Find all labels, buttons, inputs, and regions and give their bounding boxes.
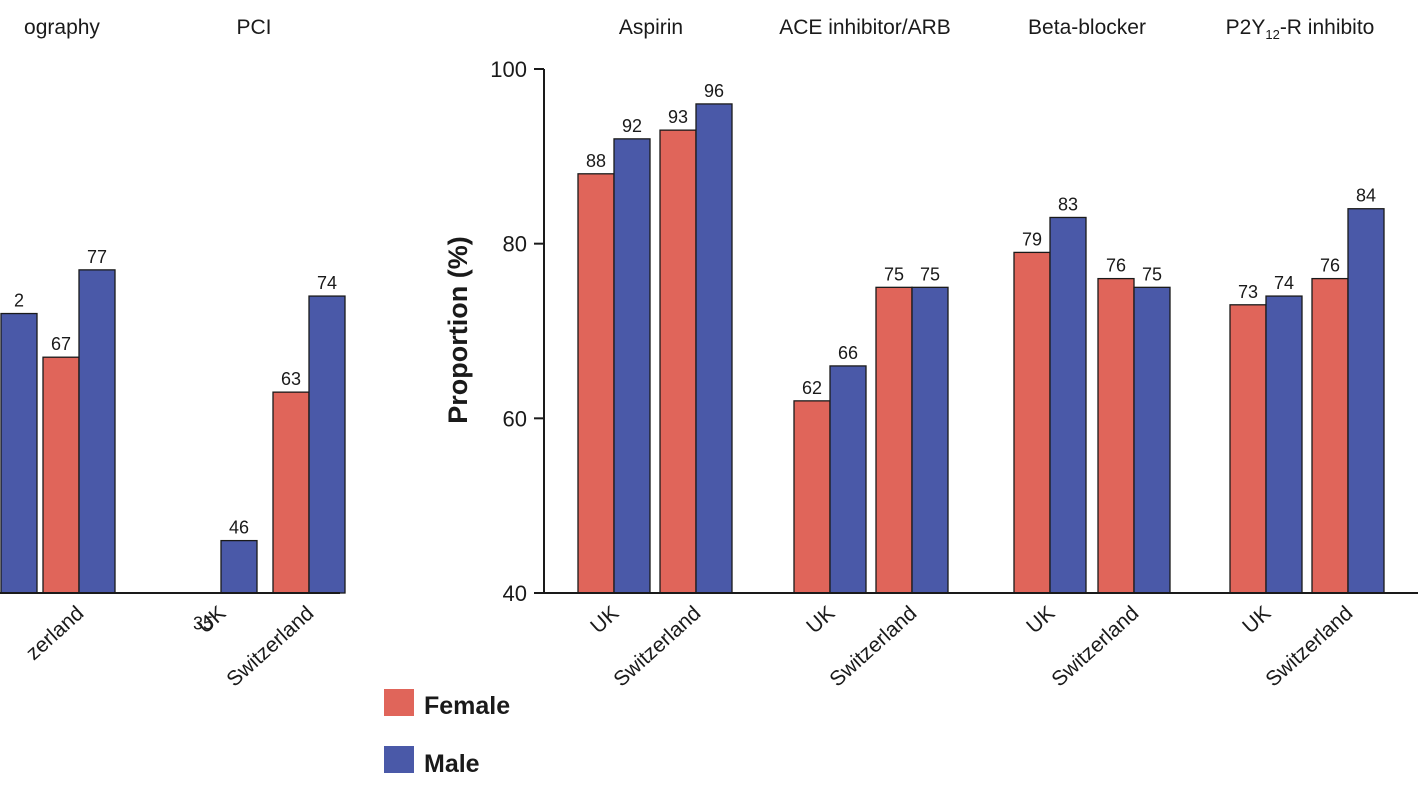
group-title-subscript: 12 bbox=[1265, 27, 1279, 42]
legend-swatch-female bbox=[384, 689, 414, 716]
group-title-main: P2Y bbox=[1226, 16, 1266, 39]
bar-male-g2-c0 bbox=[1049, 216, 1087, 594]
left-value-label-male-g0-c0: 2 bbox=[14, 291, 24, 311]
value-label-female-g1-c1: 75 bbox=[884, 264, 904, 284]
bar-female-g1-c1 bbox=[875, 286, 913, 594]
bar-female-g3-c0 bbox=[1229, 304, 1267, 594]
bar-male-g3-c1 bbox=[1347, 208, 1385, 594]
y-tick-label-100: 100 bbox=[490, 57, 527, 82]
value-label-female-g2-c0: 79 bbox=[1022, 229, 1042, 249]
x-tick-label-g1-c0: UK bbox=[802, 602, 839, 639]
value-label-female-g1-c0: 62 bbox=[802, 378, 822, 398]
bar-male-g1-c0 bbox=[829, 365, 867, 594]
value-label-male-g0-c0: 92 bbox=[622, 116, 642, 136]
left-value-label-female-g1-c1: 63 bbox=[281, 369, 301, 389]
y-axis-label: Proportion (%) bbox=[443, 236, 473, 423]
value-label-male-g3-c0: 74 bbox=[1274, 273, 1294, 293]
x-tick-label-g1-c1: Switzerland bbox=[825, 602, 921, 692]
legend-label-female: Female bbox=[424, 692, 510, 720]
bar-female-g1-c0 bbox=[793, 400, 831, 594]
bar-male-g0-c1 bbox=[695, 103, 733, 594]
x-tick-label-g2-c0: UK bbox=[1022, 602, 1059, 639]
axes-layer bbox=[0, 68, 1418, 594]
left-value-label-female-g0-c1: 67 bbox=[51, 334, 71, 354]
legend: Female Male bbox=[384, 689, 510, 778]
x-tick-label-g0-c1: Switzerland bbox=[609, 602, 705, 692]
group-title-0: Aspirin bbox=[619, 16, 683, 39]
value-label-male-g1-c1: 75 bbox=[920, 264, 940, 284]
left-bar-male-g0-c1 bbox=[78, 269, 116, 594]
left-bar-male-g1-c1 bbox=[308, 295, 346, 594]
bar-male-g1-c1 bbox=[911, 286, 949, 594]
y-tick-label-80: 80 bbox=[503, 232, 527, 257]
group-title-1: ACE inhibitor/ARB bbox=[779, 16, 951, 39]
value-label-female-g3-c1: 76 bbox=[1320, 256, 1340, 276]
value-label-male-g3-c1: 84 bbox=[1356, 186, 1376, 206]
left-group-title-1: PCI bbox=[236, 16, 271, 39]
x-tick-label-g0-c0: UK bbox=[586, 602, 623, 639]
left-x-tick-label-2: Switzerland bbox=[222, 602, 318, 692]
bar-female-g3-c1 bbox=[1311, 277, 1349, 594]
x-tick-label-g2-c1: Switzerland bbox=[1047, 602, 1143, 692]
value-label-female-g0-c0: 88 bbox=[586, 151, 606, 171]
bar-female-g0-c1 bbox=[659, 129, 697, 594]
bar-female-g2-c0 bbox=[1013, 251, 1051, 594]
left-value-label-male-g1-c1: 74 bbox=[317, 273, 337, 293]
left-value-label-female-g1-c0: 35 bbox=[193, 614, 213, 634]
value-label-male-g2-c1: 75 bbox=[1142, 264, 1162, 284]
left-value-label-male-g0-c1: 77 bbox=[87, 247, 107, 267]
left-bar-female-g0-c1 bbox=[42, 356, 80, 594]
bar-male-g2-c1 bbox=[1133, 286, 1171, 594]
x-tick-label-g3-c0: UK bbox=[1238, 602, 1275, 639]
value-label-female-g3-c0: 73 bbox=[1238, 282, 1258, 302]
left-bar-male-g0-c0 bbox=[0, 312, 38, 594]
value-label-male-g0-c1: 96 bbox=[704, 81, 724, 101]
left-group-title-0: ography bbox=[24, 16, 100, 39]
group-title-2: Beta-blocker bbox=[1028, 16, 1146, 39]
bar-male-g3-c0 bbox=[1265, 295, 1303, 594]
value-label-male-g2-c0: 83 bbox=[1058, 194, 1078, 214]
value-label-male-g1-c0: 66 bbox=[838, 343, 858, 363]
value-label-female-g2-c1: 76 bbox=[1106, 256, 1126, 276]
bars-layer bbox=[0, 103, 1385, 594]
left-value-label-male-g1-c0: 46 bbox=[229, 518, 249, 538]
legend-swatch-male bbox=[384, 746, 414, 773]
left-bar-male-g1-c0 bbox=[220, 539, 258, 594]
x-tick-label-g3-c1: Switzerland bbox=[1261, 602, 1357, 692]
left-bar-female-g1-c1 bbox=[272, 391, 310, 594]
value-label-female-g0-c1: 93 bbox=[668, 107, 688, 127]
bar-female-g2-c1 bbox=[1097, 277, 1135, 594]
bar-female-g0-c0 bbox=[577, 173, 615, 594]
bar-male-g0-c0 bbox=[613, 138, 651, 594]
group-title-3: P2Y12-R inhibito bbox=[1226, 16, 1375, 42]
legend-label-male: Male bbox=[424, 750, 480, 778]
group-title-rest: -R inhibito bbox=[1280, 16, 1375, 39]
left-x-tick-label-0: zerland bbox=[22, 602, 89, 665]
y-tick-label-40: 40 bbox=[503, 581, 527, 606]
y-tick-label-60: 60 bbox=[503, 406, 527, 431]
